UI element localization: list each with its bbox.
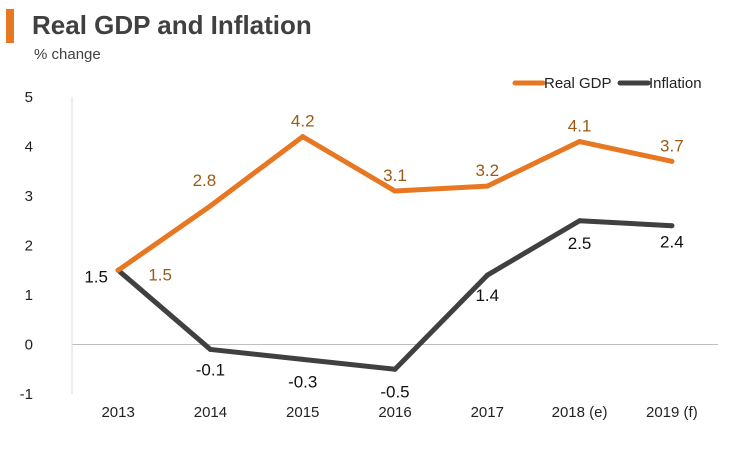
- y-tick-label: 0: [25, 337, 33, 354]
- x-tick-label: 2018 (e): [552, 404, 608, 421]
- data-point: [300, 356, 306, 362]
- data-label: 2.4: [660, 233, 684, 252]
- data-label: -0.5: [380, 382, 409, 401]
- data-label: 3.1: [383, 166, 407, 185]
- data-label: 4.2: [291, 112, 315, 131]
- legend-label: Real GDP: [544, 75, 612, 92]
- x-axis: 2013 2014 2015 2016 2017 2018 (e) 2019 (f): [71, 97, 718, 421]
- data-point: [207, 346, 213, 352]
- x-tick-label: 2015: [286, 404, 319, 421]
- data-label: 2.5: [568, 234, 592, 253]
- data-point: [300, 134, 306, 140]
- data-point: [207, 203, 213, 209]
- data-point: [484, 183, 490, 189]
- legend-label: Inflation: [649, 75, 702, 92]
- y-tick-label: 2: [25, 238, 33, 255]
- data-label: 1.4: [475, 286, 499, 305]
- y-tick-label: -1: [20, 386, 33, 403]
- y-tick-label: 1: [25, 287, 33, 304]
- data-point: [392, 188, 398, 194]
- x-tick-label: 2014: [194, 404, 227, 421]
- series-layer: [115, 134, 675, 372]
- y-tick-label: 5: [25, 89, 33, 106]
- data-point: [392, 366, 398, 372]
- data-label: 3.7: [660, 136, 684, 155]
- data-label: 2.8: [193, 171, 217, 190]
- data-label: 1.5: [148, 265, 172, 284]
- data-point: [484, 272, 490, 278]
- data-point: [577, 218, 583, 224]
- x-tick-label: 2016: [378, 404, 411, 421]
- data-label: 4.1: [568, 117, 592, 136]
- data-point: [669, 223, 675, 229]
- legend: Real GDP Inflation: [512, 75, 702, 92]
- chart-title: Real GDP and Inflation: [32, 10, 312, 40]
- title-accent-bar: [6, 9, 14, 43]
- data-label: -0.1: [196, 360, 225, 379]
- data-point: [669, 158, 675, 164]
- data-label: 1.5: [84, 267, 108, 286]
- data-label: -0.3: [288, 372, 317, 391]
- chart-subtitle: % change: [34, 46, 101, 63]
- data-label: 3.2: [475, 161, 499, 180]
- x-tick-label: 2019 (f): [646, 404, 698, 421]
- y-tick-label: 3: [25, 188, 33, 205]
- data-labels: 1.5 2.8 4.2 3.1 3.2 4.1 3.7 1.5 -0.1 -0.3 -0.5 1.4 2…: [84, 112, 683, 402]
- data-point: [577, 139, 583, 145]
- data-point: [115, 267, 121, 273]
- x-tick-label: 2013: [101, 404, 134, 421]
- y-tick-label: 4: [25, 139, 33, 156]
- x-tick-label: 2017: [471, 404, 504, 421]
- y-axis: 5 4 3 2 1 0 -1: [20, 89, 33, 403]
